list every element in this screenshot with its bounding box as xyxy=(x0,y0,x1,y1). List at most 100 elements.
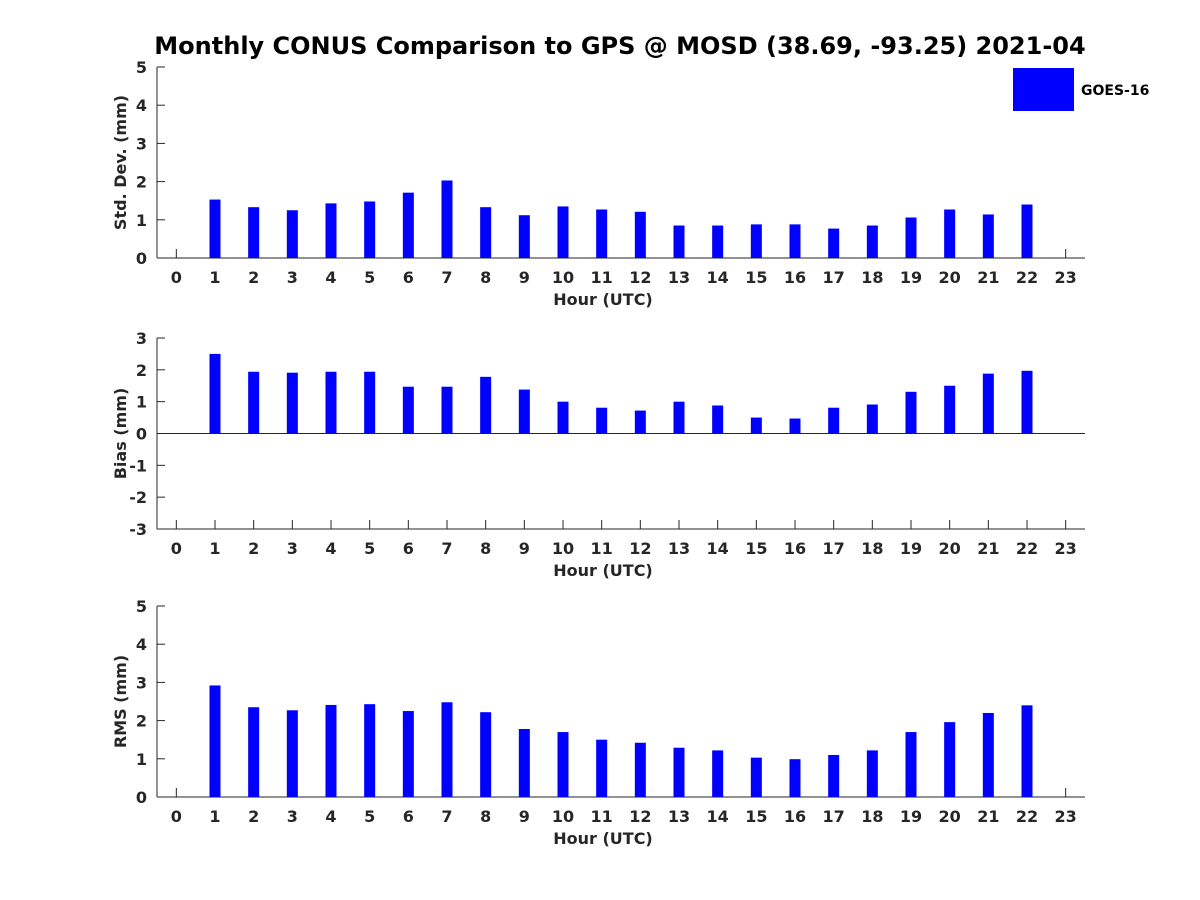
x-tick-label: 10 xyxy=(552,539,574,558)
bar-bias-mm-hour-3 xyxy=(286,372,298,434)
x-tick-label: 22 xyxy=(1016,539,1038,558)
x-tick-label: 20 xyxy=(939,807,961,826)
x-tick-label: 11 xyxy=(591,807,613,826)
legend-swatch xyxy=(1013,68,1074,111)
y-tick-label: 2 xyxy=(136,712,147,731)
y-tick-label: -3 xyxy=(129,520,147,539)
x-tick-label: 23 xyxy=(1055,807,1077,826)
x-tick-label: 13 xyxy=(668,268,690,287)
y-tick-label: 3 xyxy=(136,329,147,348)
bar-bias-mm-hour-12 xyxy=(634,410,646,434)
y-tick-label: 4 xyxy=(136,96,147,115)
bar-std-dev-mm-hour-6 xyxy=(402,192,414,258)
x-tick-label: 3 xyxy=(287,807,298,826)
x-tick-label: 6 xyxy=(403,539,414,558)
x-tick-label: 19 xyxy=(900,807,922,826)
y-tick-label: -1 xyxy=(129,456,147,475)
bar-rms-mm-hour-12 xyxy=(634,742,646,797)
x-tick-label: 8 xyxy=(480,807,491,826)
x-tick-label: 9 xyxy=(519,807,530,826)
legend-label: GOES-16 xyxy=(1081,83,1149,99)
bar-rms-mm-hour-5 xyxy=(364,704,376,797)
figure-title: Monthly CONUS Comparison to GPS @ MOSD (… xyxy=(154,32,1085,60)
x-tick-label: 6 xyxy=(403,268,414,287)
bar-rms-mm-hour-17 xyxy=(828,754,840,797)
bar-std-dev-mm-hour-2 xyxy=(248,207,260,258)
x-tick-label: 22 xyxy=(1016,268,1038,287)
x-tick-label: 23 xyxy=(1055,539,1077,558)
y-tick-label: 1 xyxy=(136,750,147,769)
x-tick-label: 12 xyxy=(629,268,651,287)
bar-bias-mm-hour-15 xyxy=(750,417,762,434)
y-axis-label: RMS (mm) xyxy=(111,655,130,748)
bar-rms-mm-hour-21 xyxy=(982,712,994,797)
x-tick-label: 1 xyxy=(209,539,220,558)
x-tick-label: 2 xyxy=(248,539,259,558)
legend: GOES-16 xyxy=(1013,68,1149,111)
bar-rms-mm-hour-13 xyxy=(673,747,685,797)
x-tick-label: 17 xyxy=(823,268,845,287)
x-tick-label: 14 xyxy=(707,268,729,287)
x-tick-label: 5 xyxy=(364,539,375,558)
x-tick-label: 22 xyxy=(1016,807,1038,826)
bar-bias-mm-hour-4 xyxy=(325,371,337,434)
bar-bias-mm-hour-7 xyxy=(441,386,453,434)
bar-bias-mm-hour-2 xyxy=(248,371,260,434)
x-tick-label: 8 xyxy=(480,539,491,558)
x-tick-label: 5 xyxy=(364,807,375,826)
bar-std-dev-mm-hour-13 xyxy=(673,225,685,258)
x-tick-label: 1 xyxy=(209,807,220,826)
x-tick-label: 7 xyxy=(441,539,452,558)
x-tick-label: 4 xyxy=(325,539,336,558)
y-tick-label: 3 xyxy=(136,673,147,692)
bar-bias-mm-hour-8 xyxy=(480,376,492,434)
y-axis-label: Bias (mm) xyxy=(111,388,130,480)
x-tick-label: 20 xyxy=(939,539,961,558)
bar-std-dev-mm-hour-16 xyxy=(789,224,801,258)
x-tick-label: 16 xyxy=(784,539,806,558)
y-tick-label: -2 xyxy=(129,488,147,507)
bar-rms-mm-hour-20 xyxy=(944,722,956,797)
x-tick-label: 4 xyxy=(325,807,336,826)
bar-rms-mm-hour-4 xyxy=(325,704,337,797)
x-tick-label: 21 xyxy=(977,539,999,558)
x-tick-label: 10 xyxy=(552,807,574,826)
bar-rms-mm-hour-11 xyxy=(596,739,608,797)
x-tick-label: 1 xyxy=(209,268,220,287)
y-tick-label: 5 xyxy=(136,597,147,616)
x-tick-label: 2 xyxy=(248,268,259,287)
y-tick-label: 1 xyxy=(136,211,147,230)
bar-std-dev-mm-hour-7 xyxy=(441,180,453,258)
x-tick-label: 15 xyxy=(745,268,767,287)
y-tick-label: 0 xyxy=(136,249,147,268)
bar-rms-mm-hour-9 xyxy=(518,729,530,797)
y-tick-label: 2 xyxy=(136,361,147,380)
x-tick-label: 15 xyxy=(745,807,767,826)
bar-bias-mm-hour-6 xyxy=(402,386,414,434)
x-tick-label: 19 xyxy=(900,539,922,558)
x-tick-label: 17 xyxy=(823,539,845,558)
bar-bias-mm-hour-5 xyxy=(364,371,376,434)
y-tick-label: 4 xyxy=(136,635,147,654)
bar-rms-mm-hour-2 xyxy=(248,707,260,797)
bar-bias-mm-hour-1 xyxy=(209,353,221,434)
bar-std-dev-mm-hour-19 xyxy=(905,217,917,258)
bar-bias-mm-hour-19 xyxy=(905,391,917,434)
bar-rms-mm-hour-22 xyxy=(1021,705,1033,797)
x-tick-label: 0 xyxy=(171,807,182,826)
bar-std-dev-mm-hour-1 xyxy=(209,199,221,258)
bar-bias-mm-hour-17 xyxy=(828,407,840,434)
x-tick-label: 20 xyxy=(939,268,961,287)
bar-std-dev-mm-hour-21 xyxy=(982,214,994,258)
x-axis-label: Hour (UTC) xyxy=(553,829,653,848)
bar-rms-mm-hour-1 xyxy=(209,685,221,797)
x-tick-label: 13 xyxy=(668,807,690,826)
x-tick-label: 18 xyxy=(861,807,883,826)
x-tick-label: 3 xyxy=(287,268,298,287)
x-tick-label: 14 xyxy=(707,807,729,826)
bar-std-dev-mm-hour-4 xyxy=(325,203,337,258)
bar-bias-mm-hour-18 xyxy=(866,404,878,434)
bar-rms-mm-hour-16 xyxy=(789,759,801,797)
y-tick-label: 5 xyxy=(136,58,147,77)
